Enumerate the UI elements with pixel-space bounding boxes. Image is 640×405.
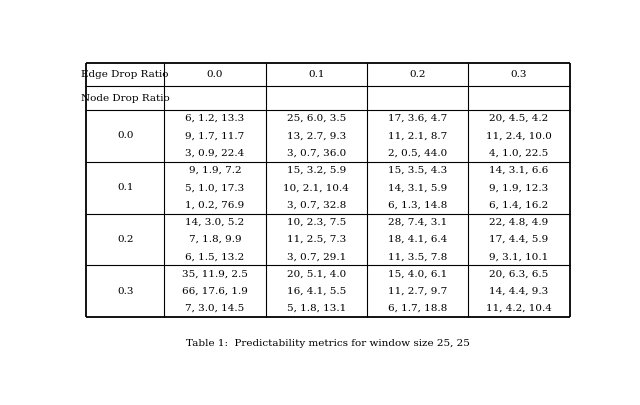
Text: 9, 1.7, 11.7: 9, 1.7, 11.7 [186,131,244,141]
Text: 0.1: 0.1 [308,70,324,79]
Text: 17, 4.4, 5.9: 17, 4.4, 5.9 [490,235,548,244]
Text: 7, 1.8, 9.9: 7, 1.8, 9.9 [189,235,241,244]
Text: 25, 6.0, 3.5: 25, 6.0, 3.5 [287,114,346,123]
Text: 20, 6.3, 6.5: 20, 6.3, 6.5 [490,269,548,279]
Text: 5, 1.0, 17.3: 5, 1.0, 17.3 [186,183,244,192]
Text: 15, 3.5, 4.3: 15, 3.5, 4.3 [388,166,447,175]
Text: 11, 2.4, 10.0: 11, 2.4, 10.0 [486,131,552,141]
Text: 0.3: 0.3 [511,70,527,79]
Text: 15, 4.0, 6.1: 15, 4.0, 6.1 [388,269,447,279]
Text: 4, 1.0, 22.5: 4, 1.0, 22.5 [490,149,548,158]
Text: 17, 3.6, 4.7: 17, 3.6, 4.7 [388,114,447,123]
Text: 11, 2.1, 8.7: 11, 2.1, 8.7 [388,131,447,141]
Text: 16, 4.1, 5.5: 16, 4.1, 5.5 [287,287,346,296]
Text: 14, 3.1, 5.9: 14, 3.1, 5.9 [388,183,447,192]
Text: 14, 3.0, 5.2: 14, 3.0, 5.2 [186,218,244,227]
Text: 0.2: 0.2 [409,70,426,79]
Text: Edge Drop Ratio: Edge Drop Ratio [81,70,169,79]
Text: 15, 3.2, 5.9: 15, 3.2, 5.9 [287,166,346,175]
Text: 13, 2.7, 9.3: 13, 2.7, 9.3 [287,131,346,141]
Text: 0.0: 0.0 [117,131,133,141]
Text: Table 1:  Predictability metrics for window size 25, 25: Table 1: Predictability metrics for wind… [186,339,470,348]
Text: Node Drop Ratio: Node Drop Ratio [81,94,170,103]
Text: 28, 7.4, 3.1: 28, 7.4, 3.1 [388,218,447,227]
Text: 7, 3.0, 14.5: 7, 3.0, 14.5 [186,304,244,313]
Text: 6, 1.4, 16.2: 6, 1.4, 16.2 [490,200,548,209]
Text: 20, 4.5, 4.2: 20, 4.5, 4.2 [490,114,548,123]
Text: 1, 0.2, 76.9: 1, 0.2, 76.9 [186,200,244,209]
Text: 10, 2.1, 10.4: 10, 2.1, 10.4 [284,183,349,192]
Text: 6, 1.3, 14.8: 6, 1.3, 14.8 [388,200,447,209]
Text: 9, 3.1, 10.1: 9, 3.1, 10.1 [490,252,548,261]
Text: 22, 4.8, 4.9: 22, 4.8, 4.9 [490,218,548,227]
Text: 10, 2.3, 7.5: 10, 2.3, 7.5 [287,218,346,227]
Text: 3, 0.7, 29.1: 3, 0.7, 29.1 [287,252,346,261]
Text: 35, 11.9, 2.5: 35, 11.9, 2.5 [182,269,248,279]
Text: 3, 0.7, 36.0: 3, 0.7, 36.0 [287,149,346,158]
Text: 0.0: 0.0 [207,70,223,79]
Text: 6, 1.5, 13.2: 6, 1.5, 13.2 [186,252,244,261]
Text: 0.3: 0.3 [117,287,133,296]
Text: 11, 4.2, 10.4: 11, 4.2, 10.4 [486,304,552,313]
Text: 5, 1.8, 13.1: 5, 1.8, 13.1 [287,304,346,313]
Text: 14, 4.4, 9.3: 14, 4.4, 9.3 [490,287,548,296]
Text: 0.2: 0.2 [117,235,133,244]
Text: 18, 4.1, 6.4: 18, 4.1, 6.4 [388,235,447,244]
Text: 11, 2.7, 9.7: 11, 2.7, 9.7 [388,287,447,296]
Text: 2, 0.5, 44.0: 2, 0.5, 44.0 [388,149,447,158]
Text: 11, 3.5, 7.8: 11, 3.5, 7.8 [388,252,447,261]
Text: 9, 1.9, 12.3: 9, 1.9, 12.3 [490,183,548,192]
Text: 0.1: 0.1 [117,183,133,192]
Text: 11, 2.5, 7.3: 11, 2.5, 7.3 [287,235,346,244]
Text: 3, 0.7, 32.8: 3, 0.7, 32.8 [287,200,346,209]
Text: 6, 1.2, 13.3: 6, 1.2, 13.3 [186,114,244,123]
Text: 3, 0.9, 22.4: 3, 0.9, 22.4 [186,149,244,158]
Text: 20, 5.1, 4.0: 20, 5.1, 4.0 [287,269,346,279]
Text: 66, 17.6, 1.9: 66, 17.6, 1.9 [182,287,248,296]
Text: 9, 1.9, 7.2: 9, 1.9, 7.2 [189,166,241,175]
Text: 14, 3.1, 6.6: 14, 3.1, 6.6 [490,166,548,175]
Text: 6, 1.7, 18.8: 6, 1.7, 18.8 [388,304,447,313]
